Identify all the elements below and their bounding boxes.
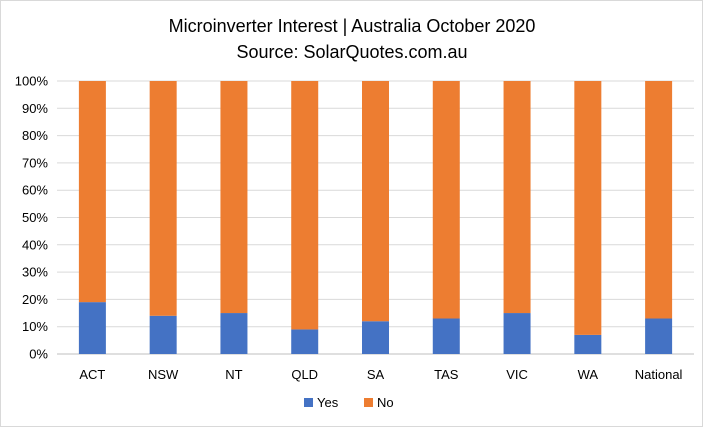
x-tick-label: TAS bbox=[434, 367, 459, 382]
bar-yes-nt bbox=[220, 313, 248, 354]
y-tick-label: 60% bbox=[22, 183, 48, 198]
legend: Yes No bbox=[304, 395, 394, 410]
y-tick-label: 80% bbox=[22, 128, 48, 143]
x-tick-label: ACT bbox=[79, 367, 105, 382]
bar-no-sa bbox=[362, 81, 389, 322]
legend-swatch-yes bbox=[304, 398, 313, 407]
bar-yes-act bbox=[78, 302, 106, 354]
bars bbox=[78, 81, 673, 354]
y-tick-label: 100% bbox=[15, 74, 49, 89]
y-tick-label: 0% bbox=[29, 347, 48, 362]
y-tick-label: 50% bbox=[22, 210, 48, 225]
bar-yes-vic bbox=[503, 313, 531, 354]
bar-yes-nsw bbox=[149, 315, 177, 354]
chart-title: Microinverter Interest | Australia Octob… bbox=[169, 16, 536, 36]
bar-no-wa bbox=[574, 81, 602, 335]
legend-label-no: No bbox=[377, 395, 394, 410]
y-tick-label: 90% bbox=[22, 101, 48, 116]
x-tick-label: QLD bbox=[291, 367, 318, 382]
x-tick-label: SA bbox=[367, 367, 385, 382]
legend-label-yes: Yes bbox=[317, 395, 339, 410]
bar-no-nt bbox=[220, 81, 248, 314]
bar-no-nsw bbox=[149, 81, 177, 316]
bar-no-tas bbox=[432, 81, 460, 319]
bar-no-national bbox=[645, 81, 673, 319]
bar-yes-tas bbox=[432, 318, 460, 354]
x-tick-label: WA bbox=[578, 367, 599, 382]
y-tick-label: 10% bbox=[22, 319, 48, 334]
bar-yes-sa bbox=[362, 321, 389, 354]
legend-swatch-no bbox=[364, 398, 373, 407]
x-tick-label: VIC bbox=[506, 367, 528, 382]
x-tick-label: NSW bbox=[148, 367, 179, 382]
bar-yes-qld bbox=[291, 329, 319, 354]
bar-no-qld bbox=[291, 81, 319, 330]
y-tick-label: 40% bbox=[22, 237, 48, 252]
y-tick-label: 20% bbox=[22, 292, 48, 307]
bar-no-vic bbox=[503, 81, 531, 314]
y-tick-label: 70% bbox=[22, 155, 48, 170]
y-tick-label: 30% bbox=[22, 265, 48, 280]
bar-yes-wa bbox=[574, 334, 602, 354]
x-axis-ticks: ACT NSW NT QLD SA TAS VIC WA National bbox=[79, 367, 682, 382]
chart-subtitle: Source: SolarQuotes.com.au bbox=[236, 42, 467, 62]
y-axis-ticks: 0% 10% 20% 30% 40% 50% 60% 70% 80% 90% 100% bbox=[15, 74, 49, 362]
bar-no-act bbox=[78, 81, 106, 303]
bar-yes-national bbox=[645, 318, 673, 354]
x-tick-label: National bbox=[635, 367, 683, 382]
x-tick-label: NT bbox=[225, 367, 242, 382]
